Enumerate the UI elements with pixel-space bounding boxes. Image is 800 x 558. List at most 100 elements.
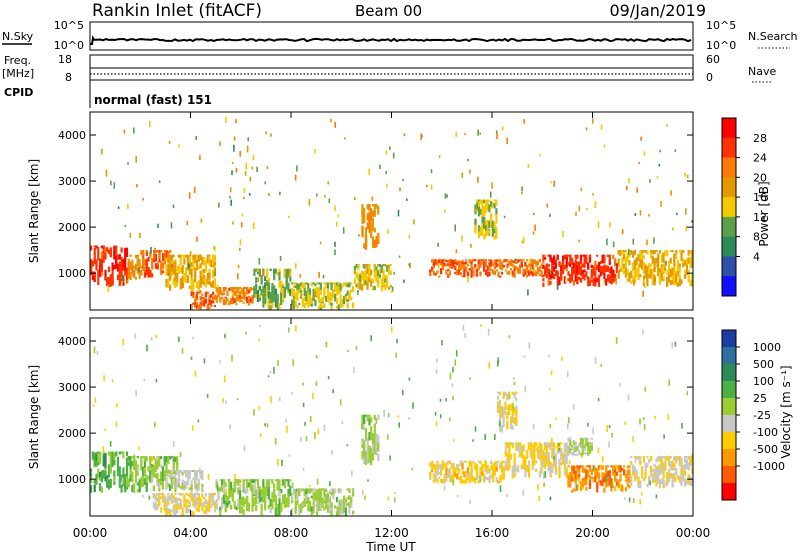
velocity-cell [538,442,541,450]
power-cell [346,290,349,296]
power-cell [122,281,125,286]
velocity-echo [245,331,247,335]
power-cell [122,275,125,283]
velocity-echo [341,421,344,425]
velocity-cell [522,464,525,470]
velocity-cell [513,407,516,414]
power-cell [133,265,136,269]
velocity-cell [312,505,315,514]
velocity-cell [97,452,100,463]
velocity-cell [201,502,204,509]
velocity-cell [513,417,516,424]
velocity-cell [111,454,114,462]
power-cell [488,262,491,267]
velocity-cell [509,404,512,411]
power-cell [199,263,202,269]
power-echo [665,260,667,265]
velocity-cell [617,465,620,468]
velocity-cell [504,442,507,446]
power-echo [193,186,196,194]
power-echo [256,166,258,172]
velocity-cell [680,460,683,468]
power-cell [456,262,459,266]
power-cell [649,269,653,279]
power-cell [384,278,387,283]
velocity-cell [504,451,507,457]
velocity-cell [337,500,340,508]
power-echo [295,263,297,269]
power-cell [197,282,200,292]
power-cell [542,259,545,264]
power-cell [445,269,448,275]
power-cell [307,295,310,303]
velocity-echo [367,479,369,482]
velocity-cell [186,494,190,497]
velocity-echo [674,341,677,347]
velocity-cell [228,500,231,505]
velocity-cell [490,460,493,463]
power-cell [192,254,195,257]
cpid-value: normal (fast) 151 [94,93,212,107]
velocity-echo [347,349,349,352]
power-cell [441,266,444,270]
power-cell [160,264,163,271]
power-cell [283,287,286,298]
velocity-cell [673,466,676,471]
velocity-echo [135,390,137,397]
velocity-cell [172,464,175,475]
power-cell [605,266,608,273]
velocity-cell [325,493,328,503]
velocity-cell [165,477,168,483]
velocity-cell [194,474,197,482]
velocity-cell [317,488,321,495]
power-cell [603,256,606,264]
power-cell [109,275,112,287]
velocity-cell [488,475,491,483]
velocity-cell [567,446,570,452]
velocity-echo [323,424,326,431]
power-echo [430,169,433,174]
power-cell [583,256,586,263]
velocity-cell [343,495,346,503]
power-band [353,264,392,292]
velocity-cell [635,456,638,460]
velocity-cell [344,499,347,506]
power-cell [477,259,480,263]
velocity-echo [649,480,651,486]
velocity-cell [100,486,103,493]
power-cell [641,250,644,260]
velocity-cell [375,433,378,440]
colorbar-swatch [722,330,736,348]
power-cell [506,259,509,262]
velocity-cell [181,493,184,495]
power-cell [221,293,224,296]
velocity-cell [176,507,179,510]
power-cell [127,271,130,279]
power-echo [550,181,552,184]
velocity-cell [513,457,516,469]
power-cell [689,257,692,269]
velocity-cell [658,479,662,489]
power-cell [651,256,654,264]
velocity-cell [256,480,260,488]
velocity-echo [474,426,477,432]
power-cell [476,202,479,210]
velocity-cell [438,476,441,479]
power-cell [685,271,688,276]
velocity-cell [158,499,161,507]
velocity-cell [572,474,575,482]
power-echo [294,174,297,181]
velocity-cell [432,473,435,479]
velocity-cell [131,456,134,459]
velocity-cell [201,476,204,481]
power-echo [182,282,184,289]
power-cell [222,293,225,295]
power-cell [140,269,143,275]
velocity-cell [443,473,446,480]
power-cell [630,270,633,278]
velocity-cell [498,423,502,432]
power-cell [190,262,193,267]
velocity-cell [583,443,586,447]
velocity-cell [190,470,193,472]
velocity-cell [617,479,620,489]
